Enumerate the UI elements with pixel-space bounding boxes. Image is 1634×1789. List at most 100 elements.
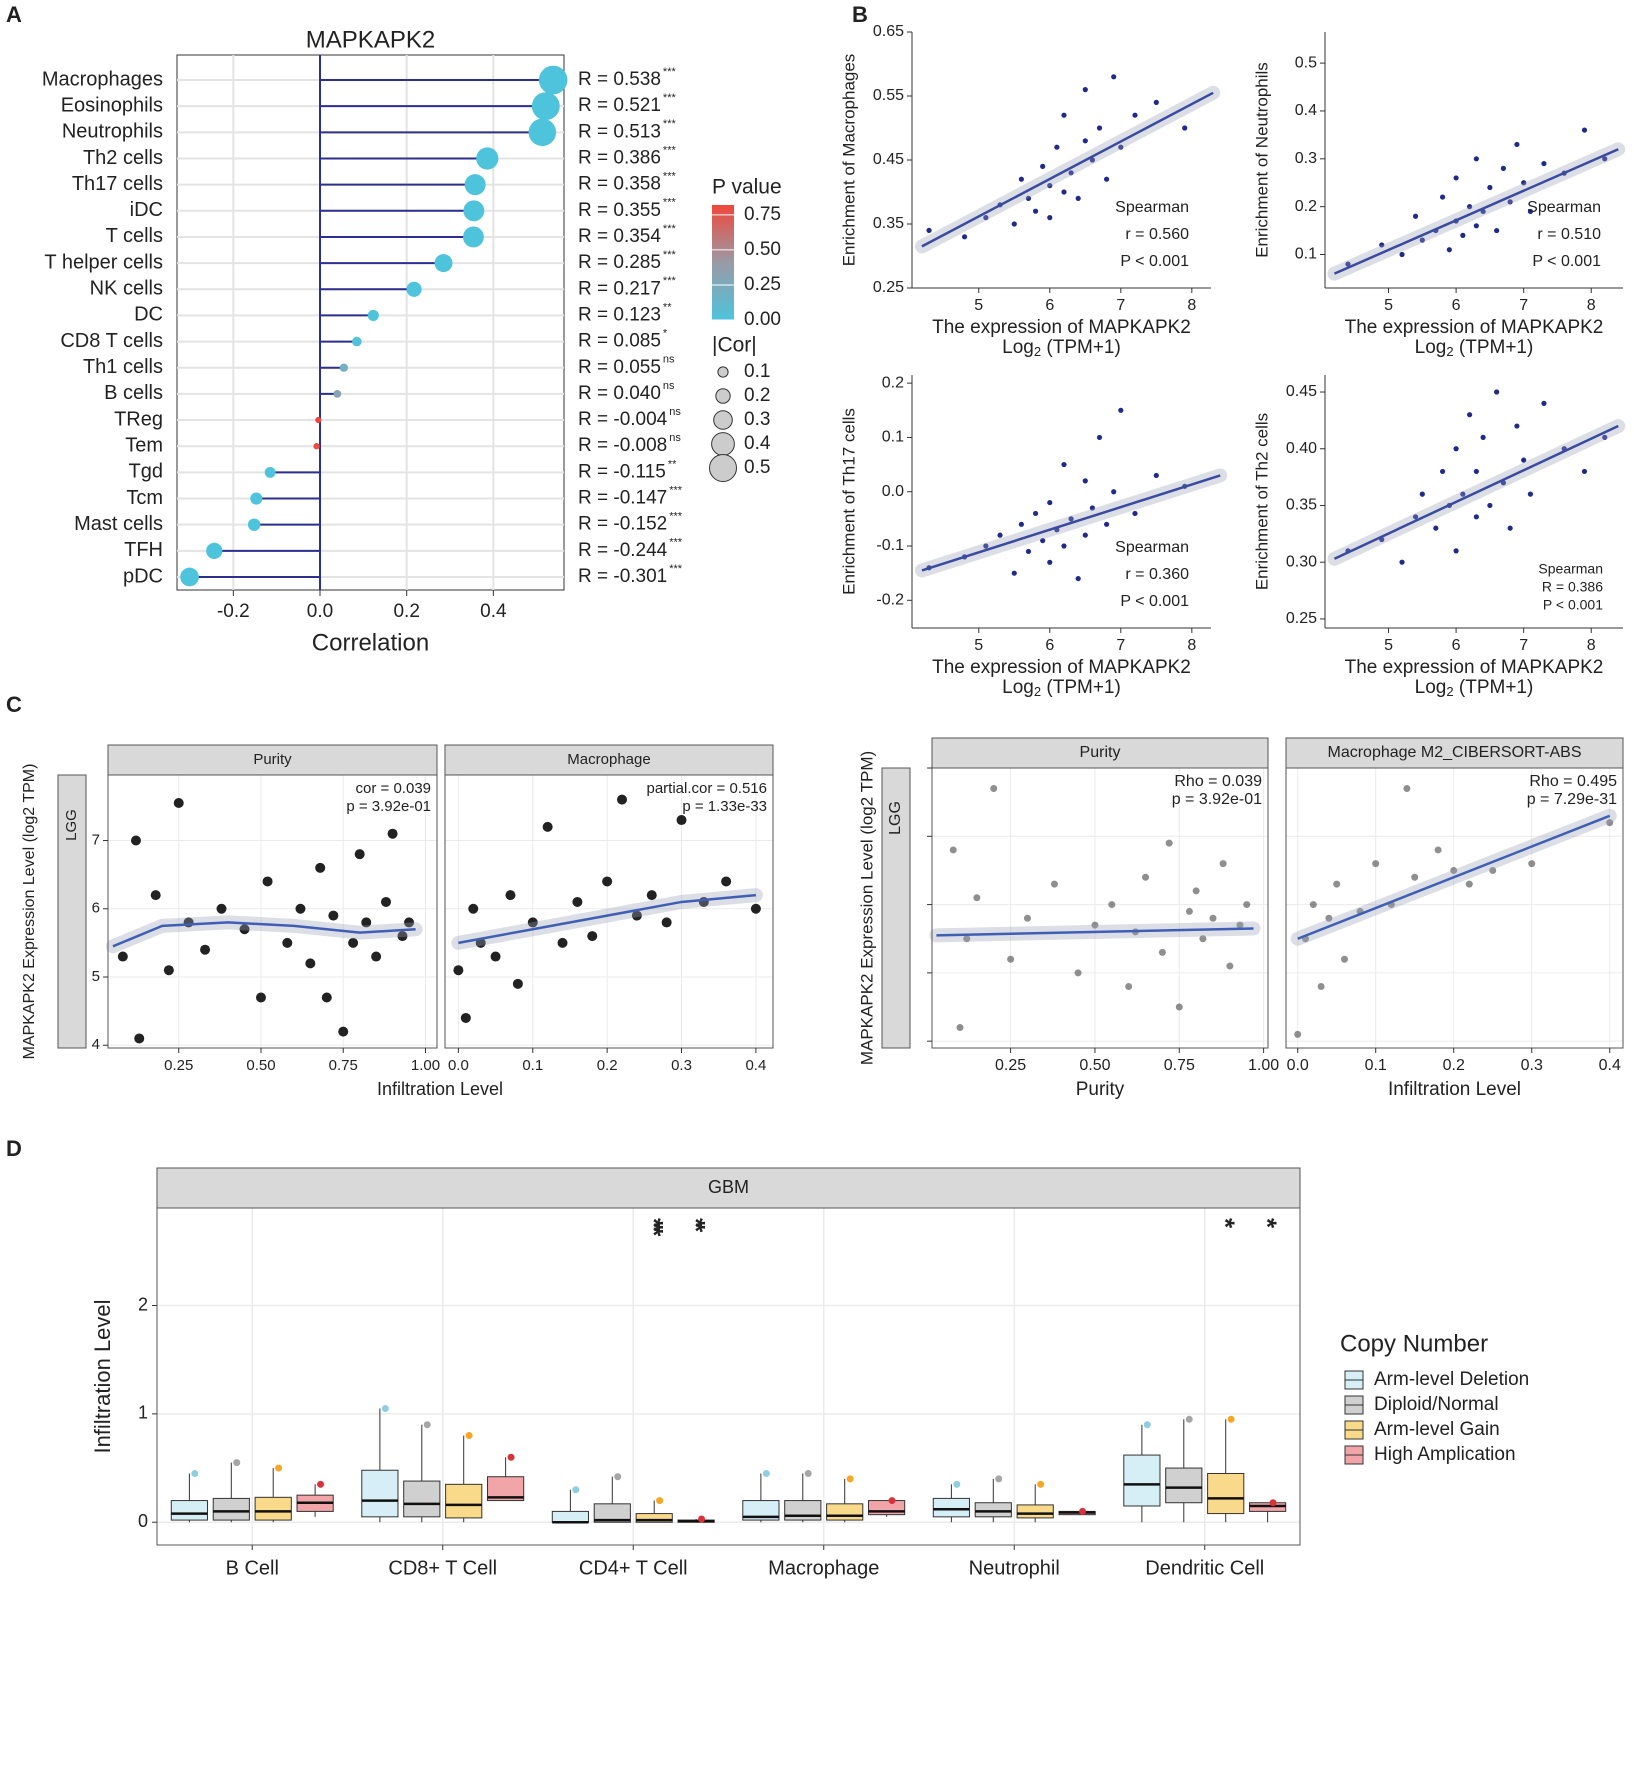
significance: * <box>663 327 668 339</box>
value-label: R = 0.521 <box>578 95 661 116</box>
point <box>1032 208 1039 214</box>
y-tick-label: 0.1 <box>1295 246 1317 263</box>
point <box>1467 412 1473 418</box>
point <box>453 965 464 976</box>
y-tick-label: 0.65 <box>873 23 904 40</box>
significance: *** <box>663 144 677 156</box>
trend-line <box>1297 814 1611 940</box>
box <box>212 1497 250 1521</box>
point <box>1118 144 1124 150</box>
value-label: R = -0.115 <box>578 461 666 482</box>
x-tick-label: 0.75 <box>1164 1057 1195 1074</box>
max-point <box>614 1473 622 1481</box>
x-tick-label: 0.0 <box>307 601 333 622</box>
point <box>542 821 553 832</box>
box <box>784 1500 822 1521</box>
point <box>983 543 989 549</box>
point <box>1489 866 1497 874</box>
x-axis-label-part: 2 <box>1446 344 1453 359</box>
point <box>1018 521 1024 527</box>
y-tick-label: 7 <box>92 831 100 848</box>
point <box>1500 165 1506 171</box>
x-axis-label-part: Log <box>1415 677 1447 698</box>
point <box>1082 532 1088 538</box>
annotation: P < 0.001 <box>1543 597 1603 613</box>
x-tick-label: 0.2 <box>393 601 419 622</box>
max-point <box>1269 1499 1277 1507</box>
x-tick-label: CD8+ T Cell <box>388 1557 497 1579</box>
significance: ** <box>668 458 677 470</box>
y-tick-label: 0.30 <box>1286 553 1317 570</box>
x-tick-label: 5 <box>1384 297 1393 314</box>
y-tick-label: 0.25 <box>1286 610 1317 627</box>
legend-title: Copy Number <box>1340 1330 1488 1357</box>
x-tick-label: 0.25 <box>164 1057 193 1074</box>
dot <box>315 416 322 424</box>
y-tick-label: -0.2 <box>876 592 904 609</box>
box <box>826 1503 864 1521</box>
point <box>1061 189 1067 195</box>
y-tick-label: 2 <box>138 1294 148 1314</box>
y-axis-label: Enrichment of Neutrophils <box>1252 62 1271 258</box>
y-axis-label: MAPKAPK2 Expression Level (log2 TPM) <box>21 764 38 1060</box>
point <box>617 794 628 805</box>
legend-label: High Amplication <box>1374 1444 1516 1465</box>
box <box>403 1480 441 1518</box>
trend-line <box>921 474 1221 572</box>
dot <box>206 542 223 559</box>
plot-background <box>157 1208 1300 1545</box>
dot <box>464 174 486 196</box>
strip <box>931 737 1269 769</box>
size-key <box>717 366 729 378</box>
x-axis-label: Infiltration Level <box>1388 1079 1521 1100</box>
y-tick-label: 0.45 <box>873 151 904 168</box>
point <box>1507 199 1513 205</box>
colorbar-label: 0.25 <box>744 274 781 295</box>
annotation: Spearman <box>1527 199 1601 216</box>
dot <box>313 443 320 450</box>
point <box>1103 176 1110 182</box>
significance: *** <box>663 171 677 183</box>
point <box>990 784 998 792</box>
point <box>1047 215 1053 221</box>
size-label: 0.3 <box>744 409 770 430</box>
strip <box>444 744 774 776</box>
y-tick-label: 6 <box>92 900 100 917</box>
legend-label: Diploid/Normal <box>1374 1394 1499 1415</box>
point <box>1096 434 1103 441</box>
point <box>134 1033 145 1044</box>
max-point <box>888 1497 896 1505</box>
value-label: R = 0.358 <box>578 174 661 195</box>
point <box>200 944 211 955</box>
point <box>963 935 971 943</box>
max-point <box>995 1475 1003 1483</box>
point <box>1243 901 1251 909</box>
point <box>1089 505 1095 511</box>
x-axis-label-part: (TPM+1) <box>1041 337 1121 358</box>
point <box>163 965 174 976</box>
point <box>1061 461 1067 468</box>
dot <box>250 492 263 505</box>
point <box>1103 521 1110 527</box>
point <box>1514 141 1520 148</box>
point <box>1236 921 1244 929</box>
point <box>1153 472 1159 479</box>
max-point <box>381 1404 389 1412</box>
point <box>1399 559 1405 565</box>
x-tick-label: 0.2 <box>597 1057 618 1074</box>
x-tick-label: 5 <box>1384 637 1393 654</box>
max-point <box>423 1421 431 1429</box>
annotation: Rho = 0.495 <box>1529 773 1617 790</box>
significance: *** <box>663 66 677 78</box>
x-axis-label-part: (TPM+1) <box>1454 337 1534 358</box>
x-tick-label: 0.4 <box>1599 1057 1621 1074</box>
point <box>1050 880 1058 888</box>
point <box>1068 170 1074 176</box>
point <box>557 937 568 948</box>
point <box>1075 195 1081 201</box>
x-tick-label: 8 <box>1187 297 1196 314</box>
significance: *** <box>663 92 677 104</box>
point <box>1473 514 1479 520</box>
y-tick-label: 5 <box>92 968 100 985</box>
point <box>646 890 657 901</box>
